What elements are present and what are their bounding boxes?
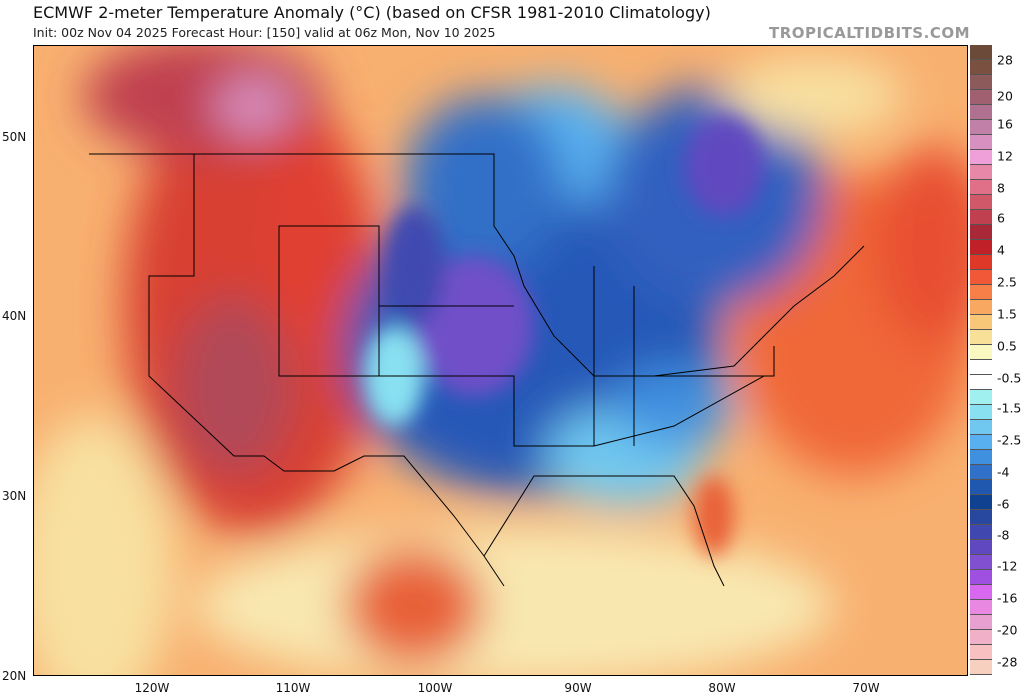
colorbar-cell xyxy=(970,195,992,210)
colorbar-cell xyxy=(970,525,992,540)
colorbar-cell xyxy=(970,555,992,570)
colorbar xyxy=(970,45,992,675)
colorbar-label: -2.5 xyxy=(997,432,1022,448)
colorbar-cell xyxy=(970,180,992,195)
lon-label-80w: 80W xyxy=(708,681,736,695)
lon-label-90w: 90W xyxy=(564,681,592,695)
state-borders xyxy=(89,153,865,587)
colorbar-label: 6 xyxy=(997,210,1005,226)
colorbar-label: -1.5 xyxy=(997,400,1022,416)
colorbar-cell xyxy=(970,435,992,450)
colorbar-cell xyxy=(970,375,992,390)
map-subtitle: Init: 00z Nov 04 2025 Forecast Hour: [15… xyxy=(33,25,496,40)
colorbar-cell xyxy=(970,510,992,525)
colorbar-cell xyxy=(970,120,992,135)
colorbar-label: 16 xyxy=(997,116,1013,132)
colorbar-cell xyxy=(970,345,992,360)
colorbar-cell xyxy=(970,495,992,510)
colorbar-cell xyxy=(970,585,992,600)
colorbar-cell xyxy=(970,390,992,405)
colorbar-label: 2.5 xyxy=(997,274,1017,290)
colorbar-label: 28 xyxy=(997,52,1013,68)
colorbar-cell xyxy=(970,450,992,465)
colorbar-cell xyxy=(970,255,992,270)
colorbar-cell xyxy=(970,540,992,555)
colorbar-cell xyxy=(970,60,992,75)
colorbar-cell xyxy=(970,660,992,675)
anomaly-field xyxy=(34,46,967,675)
colorbar-label: -0.5 xyxy=(997,370,1022,386)
colorbar-cell xyxy=(970,300,992,315)
colorbar-label: 12 xyxy=(997,148,1013,164)
lat-label-50n: 50N xyxy=(2,130,27,144)
colorbar-cell xyxy=(970,600,992,615)
colorbar-label: -12 xyxy=(997,558,1018,574)
colorbar-cell xyxy=(970,270,992,285)
colorbar-cell xyxy=(970,45,992,60)
map-title: ECMWF 2-meter Temperature Anomaly (°C) (… xyxy=(33,3,711,22)
colorbar-cell xyxy=(970,465,992,480)
colorbar-cell xyxy=(970,225,992,240)
lat-label-40n: 40N xyxy=(2,309,27,323)
colorbar-label: -4 xyxy=(997,464,1010,480)
colorbar-cell xyxy=(970,570,992,585)
colorbar-cell xyxy=(970,285,992,300)
colorbar-cell xyxy=(970,90,992,105)
colorbar-cell xyxy=(970,135,992,150)
colorbar-cell xyxy=(970,165,992,180)
colorbar-label: 8 xyxy=(997,180,1005,196)
colorbar-cell xyxy=(970,630,992,645)
colorbar-cell xyxy=(970,315,992,330)
lat-label-20n: 20N xyxy=(2,669,27,683)
colorbar-cell xyxy=(970,645,992,660)
lon-label-100w: 100W xyxy=(417,681,453,695)
colorbar-cell xyxy=(970,240,992,255)
colorbar-cell xyxy=(970,210,992,225)
colorbar-cell xyxy=(970,150,992,165)
colorbar-cell xyxy=(970,360,992,375)
colorbar-label: -20 xyxy=(997,622,1018,638)
colorbar-label: 1.5 xyxy=(997,306,1017,322)
colorbar-cell xyxy=(970,420,992,435)
colorbar-cell xyxy=(970,405,992,420)
colorbar-label: -16 xyxy=(997,590,1018,606)
colorbar-label: 0.5 xyxy=(997,338,1017,354)
colorbar-label: 20 xyxy=(997,88,1013,104)
temperature-anomaly-map xyxy=(33,45,968,676)
colorbar-cell xyxy=(970,75,992,90)
colorbar-label: 4 xyxy=(997,242,1005,258)
lon-label-120w: 120W xyxy=(134,681,170,695)
colorbar-label: -6 xyxy=(997,496,1010,512)
lon-label-70w: 70W xyxy=(852,681,880,695)
colorbar-cell xyxy=(970,615,992,630)
lat-label-30n: 30N xyxy=(2,489,27,503)
colorbar-label: -8 xyxy=(997,527,1010,543)
colorbar-cell xyxy=(970,330,992,345)
colorbar-cell xyxy=(970,105,992,120)
lon-label-110w: 110W xyxy=(275,681,311,695)
colorbar-cell xyxy=(970,480,992,495)
colorbar-label: -28 xyxy=(997,654,1018,670)
brand-watermark: TROPICALTIDBITS.COM xyxy=(769,24,970,42)
